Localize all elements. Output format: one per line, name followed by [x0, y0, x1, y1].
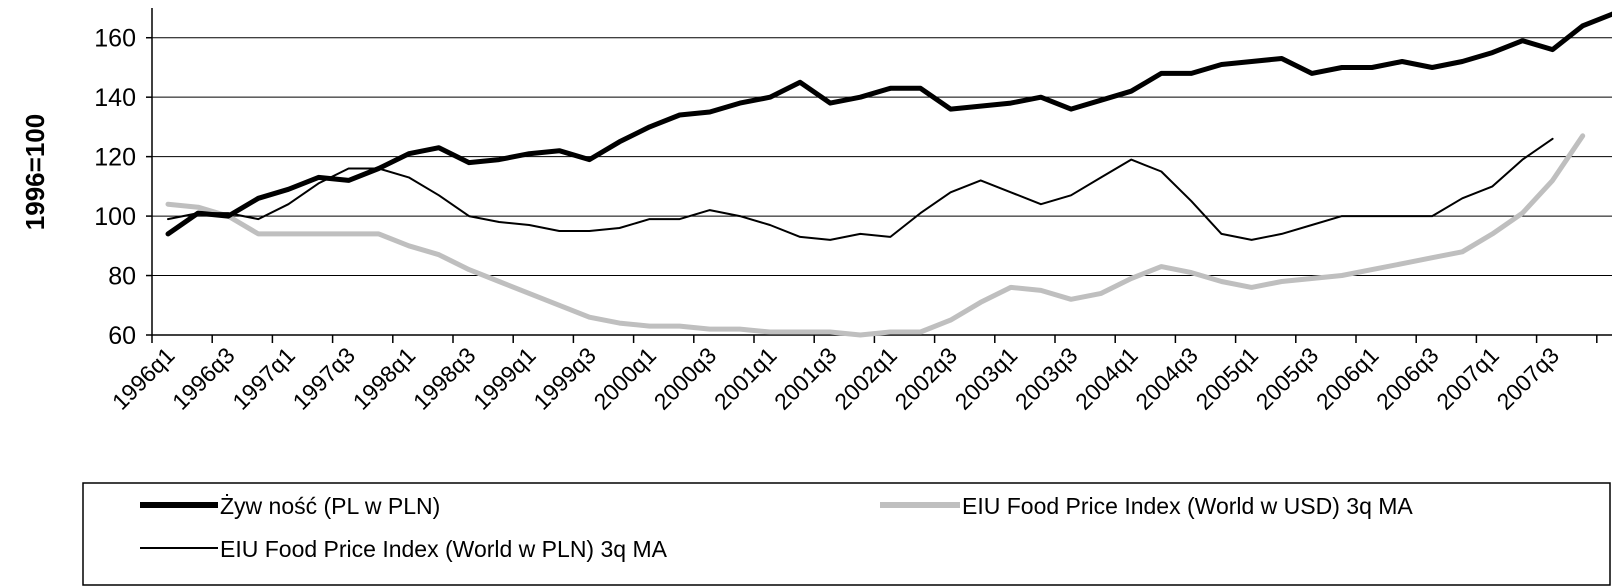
x-tick-label: 2007q1 [1431, 342, 1504, 415]
x-tick-label: 2005q1 [1190, 342, 1263, 415]
x-tick-label: 1999q3 [528, 342, 601, 415]
x-tick-label: 2003q3 [1010, 342, 1083, 415]
x-tick-label: 2000q3 [649, 342, 722, 415]
x-tick-label: 1998q3 [408, 342, 481, 415]
x-tick-label: 2003q1 [950, 342, 1023, 415]
legend-label-eiu-usd: EIU Food Price Index (World w USD) 3q MA [962, 493, 1413, 519]
x-tick-label: 2007q3 [1491, 342, 1564, 415]
x-tick-label: 2006q3 [1371, 342, 1444, 415]
y-tick-labels: 60 80 100 120 140 160 [94, 25, 136, 350]
x-tick-label: 1997q1 [227, 342, 300, 415]
x-tick-label: 2002q3 [889, 342, 962, 415]
gridlines [152, 37, 1612, 277]
legend-label-eiu-pln: EIU Food Price Index (World w PLN) 3q MA [220, 536, 668, 562]
x-tick-label: 2004q3 [1130, 342, 1203, 415]
y-tick-label: 60 [108, 322, 136, 350]
legend: Żyw ność (PL w PLN) EIU Food Price Index… [82, 482, 1611, 586]
y-tick-label: 140 [94, 84, 136, 112]
x-tick-label: 2000q1 [588, 342, 661, 415]
y-tick-label: 160 [94, 25, 136, 53]
x-tick-label: 2005q3 [1251, 342, 1324, 415]
x-tick-label: 2002q1 [829, 342, 902, 415]
x-tick-label: 1996q3 [167, 342, 240, 415]
x-tick-label: 2001q1 [709, 342, 782, 415]
y-tick-label: 120 [94, 144, 136, 172]
x-tick-label: 2001q3 [769, 342, 842, 415]
legend-frame [82, 482, 1611, 586]
x-tick-label: 1998q1 [348, 342, 421, 415]
x-tick-label: 2006q1 [1311, 342, 1384, 415]
series-line-1 [165, 133, 1586, 338]
x-tick-label: 2004q1 [1070, 342, 1143, 415]
x-tick-label: 1999q1 [468, 342, 541, 415]
x-tick-labels: 1996q11996q31997q11997q31998q11998q31999… [107, 342, 1564, 415]
series-line-2 [167, 137, 1554, 241]
y-tick-label: 100 [94, 203, 136, 231]
x-tick-label: 1996q1 [107, 342, 180, 415]
series-line-0 [165, 11, 1612, 237]
x-tick-label: 1997q3 [287, 342, 360, 415]
y-tick-label: 80 [108, 263, 136, 291]
y-axis-label: 1996=100 [20, 114, 50, 230]
series-lines [165, 11, 1612, 338]
legend-label-zywnosc: Żyw ność (PL w PLN) [220, 493, 440, 519]
